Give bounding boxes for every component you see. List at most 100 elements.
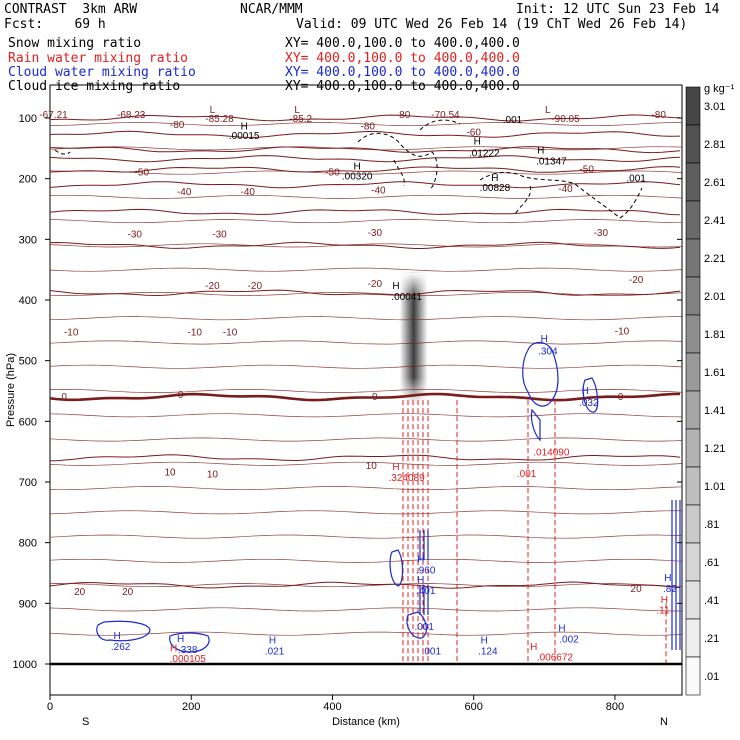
- cloud-water-contour: [419, 530, 429, 560]
- extremum-label: H: [177, 634, 184, 645]
- isotherm-0: [49, 392, 680, 402]
- colorbar-label: .01: [704, 671, 719, 683]
- isotherm-label: -60: [466, 127, 481, 138]
- extremum-label: .001: [415, 622, 435, 633]
- colorbar-label: 1.61: [704, 367, 725, 379]
- cloud-water-contour: [582, 377, 599, 413]
- y-axis-label: Pressure (hPa): [5, 353, 17, 427]
- y-tick-label: 200: [19, 174, 37, 186]
- isotherm-label: -80: [170, 120, 185, 131]
- y-tick-label: 400: [19, 295, 37, 307]
- extremum-label: H: [392, 281, 399, 292]
- temperature-contour: [49, 558, 683, 563]
- isotherm-label: -67.21: [39, 110, 68, 121]
- extremum-label: H: [661, 595, 668, 606]
- isotherm-label: -30: [212, 229, 227, 240]
- x-tick-label: 0: [47, 701, 53, 713]
- extremum-label: .304: [538, 346, 558, 357]
- temperature-contour: [49, 534, 683, 539]
- extremum-label: .002: [559, 635, 579, 646]
- extremum-label: H: [392, 462, 399, 473]
- field-cloud-xy: XY= 400.0,100.0 to 400.0,400.0: [285, 65, 520, 80]
- isotherm-label: 20: [122, 587, 134, 598]
- temperature-contour: [49, 583, 683, 588]
- isotherm-label: 20: [74, 587, 86, 598]
- colorbar-segment: [685, 314, 701, 354]
- isotherm-label: -85.28: [205, 114, 234, 125]
- temperature-contour: [49, 243, 683, 248]
- y-tick-label: 500: [19, 356, 37, 368]
- colorbar-segment: [685, 124, 701, 164]
- isotherm-label: -90.05: [551, 114, 580, 125]
- field-cloud-name: Cloud water mixing ratio: [8, 65, 196, 80]
- temperature-contour: [49, 389, 683, 393]
- colorbar-segment: [685, 580, 701, 620]
- isotherm-label: -50: [325, 167, 340, 178]
- colorbar-label: 1.21: [704, 443, 725, 455]
- isotherm-label: -80: [651, 110, 666, 121]
- temperature-contour: [49, 170, 683, 175]
- init-time: Init: 12 UTC Sun 23 Feb 14: [516, 2, 720, 17]
- institution-label: NCAR/MMM: [240, 2, 303, 17]
- isotherm-label: -80: [361, 121, 376, 132]
- isotherm-label: -10: [615, 326, 630, 337]
- colorbar-segment: [685, 466, 701, 506]
- temperature-contour: [49, 291, 683, 296]
- temperature-contour: [49, 510, 683, 515]
- colorbar-segment: [685, 390, 701, 430]
- extremum-label: .032: [579, 398, 599, 409]
- colorbar-label: .21: [704, 633, 719, 645]
- isotherm-20: [49, 581, 681, 589]
- isotherm-label: 10: [207, 470, 219, 481]
- isotherm-label: -80: [396, 110, 411, 121]
- colorbar-segment: [685, 428, 701, 468]
- extremum-label: .00828: [480, 183, 511, 194]
- field-ice-name: Cloud ice mixing ratio: [8, 79, 181, 94]
- isotherm-label: -40: [177, 187, 192, 198]
- colorbar-segment: [685, 86, 701, 126]
- extremum-label: .006672: [537, 653, 574, 664]
- plot-frame: [49, 84, 683, 696]
- colorbar-segment: [685, 276, 701, 316]
- colorbar-unit: g kg⁻¹: [704, 83, 735, 95]
- isotherm-label: 0: [618, 392, 624, 403]
- temperature-contour: [49, 340, 683, 345]
- isotherm-label: -20: [629, 275, 644, 286]
- extremum-label: L: [545, 105, 551, 116]
- isotherm-label: 10: [164, 468, 176, 479]
- cloud-water-contour: [389, 549, 404, 587]
- colorbar-segment: [685, 238, 701, 278]
- extremum-label: .001: [517, 469, 537, 480]
- cloud-ice-contour: [54, 119, 461, 155]
- extremum-label: .00041: [391, 292, 422, 303]
- isotherm-label: 0: [61, 392, 67, 403]
- extremum-label: H: [481, 636, 488, 647]
- field-rain-xy: XY= 400.0,100.0 to 400.0,400.0: [285, 51, 520, 66]
- extremum-label: .01222: [469, 149, 500, 160]
- extremum-label: .11: [656, 605, 670, 616]
- extremum-label: .00015: [229, 131, 260, 142]
- cloud-water-contour: [419, 585, 429, 615]
- isotherm-label: -85.2: [289, 114, 312, 125]
- x-end-label-north: N: [660, 716, 668, 728]
- extremum-label: H: [241, 121, 248, 132]
- cloud-water-contour: [96, 620, 151, 642]
- extremum-label: H: [664, 573, 671, 584]
- isotherm-label: -10: [64, 328, 79, 339]
- cloud-ice-contour: [479, 172, 643, 219]
- extremum-label: .401: [416, 586, 436, 597]
- extremum-label: .82: [663, 584, 677, 595]
- temperature-contour: [49, 437, 683, 442]
- colorbar-segment: [685, 542, 701, 582]
- y-tick-label: 1000: [13, 659, 37, 671]
- extremum-label: H: [113, 631, 120, 642]
- y-tick-label: 600: [19, 416, 37, 428]
- y-tick-label: 700: [19, 477, 37, 489]
- colorbar-label: 2.81: [704, 139, 725, 151]
- x-axis-label: Distance (km): [332, 716, 400, 728]
- extremum-label: H: [269, 636, 276, 647]
- colorbar-segment: [685, 162, 701, 202]
- x-tick-label: 200: [182, 701, 200, 713]
- cloud-water-contour: [169, 632, 210, 653]
- isotherm-label: -30: [128, 229, 143, 240]
